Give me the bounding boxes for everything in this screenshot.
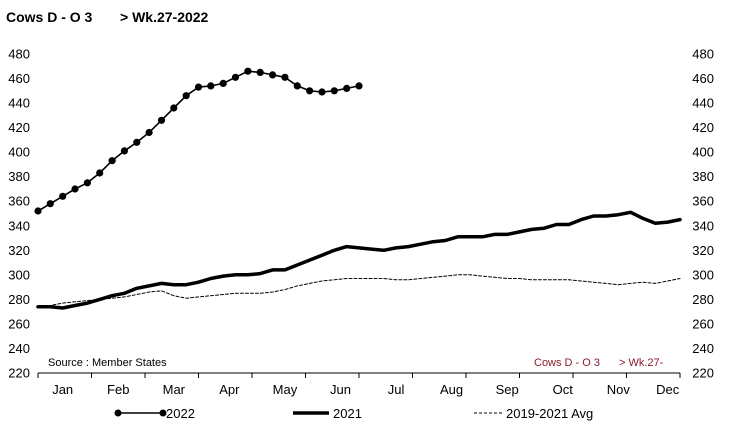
x-tick-label: Mar [163, 382, 186, 397]
x-tick-label: Jun [330, 382, 351, 397]
data-point-2022 [219, 79, 227, 87]
x-tick-label: Oct [553, 382, 574, 397]
y-tick-label-left: 240 [8, 341, 30, 356]
series-line-2021 [36, 210, 682, 310]
x-tick-label: Dec [656, 382, 680, 397]
data-point-2022 [145, 128, 153, 137]
data-point-2022 [133, 138, 141, 146]
y-tick-label-right: 460 [692, 71, 714, 86]
x-tick-label: Aug [440, 382, 463, 397]
y-tick-label-right: 340 [692, 218, 714, 233]
legend-label-avg: 2019-2021 Avg [506, 406, 593, 421]
data-point-2022 [182, 92, 190, 100]
x-axis: Jan Feb Mar Apr May Jun Jul Aug Sep Oct Nov Dec [37, 372, 681, 397]
data-point-2022 [306, 87, 314, 95]
data-point-2022 [343, 84, 351, 92]
data-point-2022 [59, 192, 67, 200]
legend-marker-2022 [114, 409, 122, 417]
x-tick-label: Jul [388, 382, 405, 397]
data-point-2022 [330, 87, 338, 95]
data-point-2022 [83, 179, 91, 187]
y-tick-label-left: 280 [8, 292, 30, 307]
source-note: Source : Member States [48, 357, 167, 369]
data-point-2022 [46, 200, 54, 208]
data-point-2022 [108, 157, 116, 165]
y-tick-label-right: 400 [692, 145, 714, 160]
data-point-2022 [281, 73, 289, 81]
data-point-2022 [71, 185, 79, 193]
y-tick-label-right: 440 [692, 96, 714, 111]
legend-item-2021: 2021 [293, 406, 362, 421]
y-tick-label-right: 280 [692, 292, 714, 307]
y-tick-label-right: 480 [692, 47, 714, 62]
data-point-2022 [96, 169, 104, 177]
x-tick-label: Apr [219, 382, 240, 397]
y-tick-label-left: 320 [8, 243, 30, 258]
data-point-2022 [355, 82, 363, 90]
legend-label-2022: 2022 [166, 406, 195, 421]
legend-item-avg: 2019-2021 Avg [474, 406, 593, 421]
x-tick-label: May [273, 382, 298, 397]
data-point-2022 [120, 147, 128, 155]
y-tick-label-left: 340 [8, 218, 30, 233]
x-tick-label: Nov [607, 382, 631, 397]
series-line-2019-2021-avg [37, 274, 681, 308]
y-tick-label-left: 440 [8, 96, 30, 111]
data-point-2022 [318, 88, 326, 96]
y-tick-label-left: 460 [8, 71, 30, 86]
y-tick-label-right: 260 [692, 316, 714, 331]
y-axis-left: 220 240 260 280 300 320 340 360 380 400 420 440 460 4… [8, 47, 30, 381]
y-tick-label-right: 300 [692, 267, 714, 282]
x-tick-label: Sep [496, 382, 519, 397]
y-tick-label-left: 220 [8, 366, 30, 381]
y-tick-label-left: 260 [8, 316, 30, 331]
y-tick-label-left: 420 [8, 120, 30, 135]
data-point-2022 [34, 207, 42, 215]
y-tick-label-left: 380 [8, 169, 30, 184]
legend: 2022 2021 2019-2021 Avg [114, 406, 593, 421]
y-tick-label-right: 380 [692, 169, 714, 184]
y-tick-label-right: 240 [692, 341, 714, 356]
y-axis-right: 220 240 260 280 300 320 340 360 380 400 420 440 460 4… [692, 47, 714, 381]
data-point-2022 [256, 68, 264, 76]
y-tick-label-left: 300 [8, 267, 30, 282]
y-tick-label-left: 360 [8, 194, 30, 209]
y-tick-label-right: 320 [692, 243, 714, 258]
series-layer [34, 67, 682, 310]
legend-label-2021: 2021 [333, 406, 362, 421]
watermark-period: > Wk.27- [619, 357, 664, 369]
x-tick-label: Jan [52, 382, 73, 397]
y-tick-label-right: 420 [692, 120, 714, 135]
y-tick-label-left: 480 [8, 47, 30, 62]
data-point-2022 [269, 71, 277, 79]
x-tick-label: Feb [107, 382, 129, 397]
chart-title: Cows D - O 3 [6, 9, 93, 25]
chart-period: > Wk.27-2022 [120, 9, 209, 25]
data-point-2022 [207, 82, 215, 90]
data-point-2022 [293, 82, 301, 90]
legend-item-2022: 2022 [114, 406, 195, 421]
data-point-2022 [244, 67, 252, 75]
y-tick-label-right: 220 [692, 366, 714, 381]
watermark-title: Cows D - O 3 [534, 357, 600, 369]
data-point-2022 [231, 73, 240, 81]
data-point-2022 [170, 104, 178, 112]
data-point-2022 [157, 116, 166, 124]
data-point-2022 [194, 83, 203, 91]
legend-marker-2022 [159, 409, 167, 417]
y-tick-label-left: 400 [8, 145, 30, 160]
y-tick-label-right: 360 [692, 194, 714, 209]
